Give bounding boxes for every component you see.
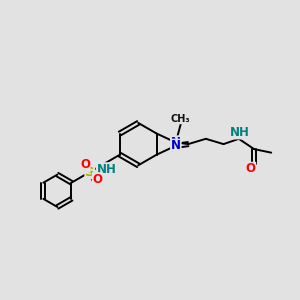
Text: N: N <box>171 139 181 152</box>
Text: O: O <box>246 162 256 175</box>
Text: NH: NH <box>230 126 250 139</box>
Text: O: O <box>80 158 90 171</box>
Text: CH₃: CH₃ <box>171 114 190 124</box>
Text: NH: NH <box>97 163 116 176</box>
Text: N: N <box>171 136 181 149</box>
Text: O: O <box>92 173 102 186</box>
Text: S: S <box>85 166 94 178</box>
